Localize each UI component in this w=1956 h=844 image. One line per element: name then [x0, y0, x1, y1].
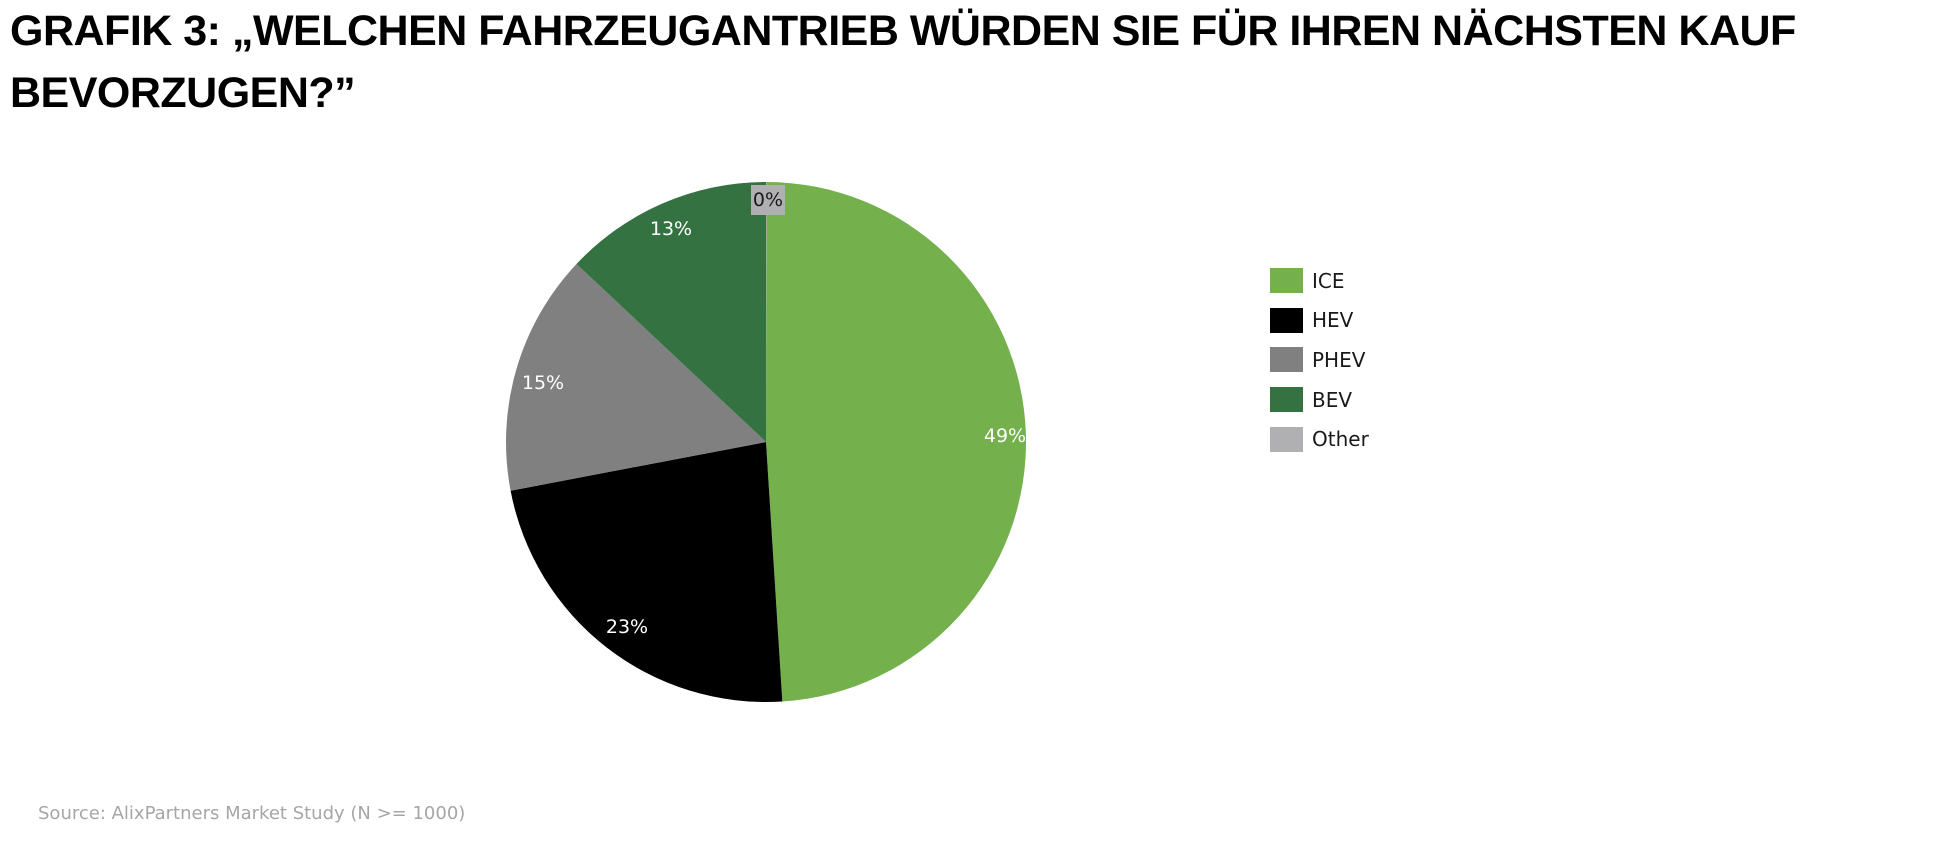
data-label-other: 0% [753, 189, 783, 211]
data-label-ice: 49% [984, 425, 1026, 447]
legend-label-ice: ICE [1312, 268, 1345, 293]
legend-item-phev: PHEV [1270, 340, 1369, 380]
pie-slice-bev [576, 182, 766, 442]
legend-label-bev: BEV [1312, 387, 1353, 412]
data-label-bg-other [751, 185, 785, 215]
pie-slice-ice [766, 182, 1026, 702]
legend-swatch-other [1270, 426, 1303, 452]
pie-slice-hev [510, 442, 783, 702]
data-label-bev: 13% [650, 218, 692, 240]
data-label-phev: 15% [522, 372, 564, 394]
pie-slice-other [766, 182, 767, 442]
source-note: Source: AlixPartners Market Study (N >= … [38, 803, 466, 824]
data-label-hev: 23% [606, 616, 648, 638]
legend-item-hev: HEV [1270, 301, 1369, 341]
chart-title: GRAFIK 3: „WELCHEN FAHRZEUGANTRIEB WÜRDE… [10, 7, 1796, 117]
pie-slice-phev [506, 264, 766, 491]
legend-swatch-hev [1270, 307, 1303, 333]
legend-label-other: Other [1312, 427, 1369, 452]
legend-item-other: Other [1270, 419, 1369, 459]
legend-label-hev: HEV [1312, 308, 1354, 333]
legend-swatch-bev [1270, 387, 1303, 413]
legend: ICE HEV PHEV BEV Other [1270, 261, 1369, 459]
legend-item-bev: BEV [1270, 380, 1369, 420]
legend-label-phev: PHEV [1312, 347, 1366, 372]
legend-swatch-ice [1270, 268, 1303, 294]
legend-item-ice: ICE [1270, 261, 1369, 301]
legend-swatch-phev [1270, 347, 1303, 373]
